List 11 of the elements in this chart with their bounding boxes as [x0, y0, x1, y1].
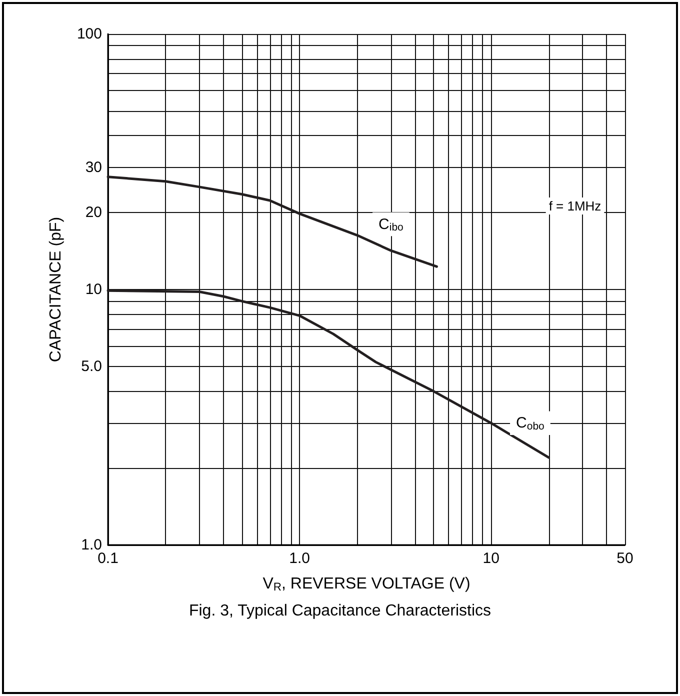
x-tick-label: 10	[482, 550, 500, 567]
y-tick-label: 20	[85, 204, 102, 222]
text: Fig. 3, Typical Capacitance Characteristics	[188, 602, 492, 620]
y-tick-label: 30	[85, 159, 102, 176]
x-tick-label: 1.0	[289, 550, 310, 567]
y-tick-label: 100	[76, 26, 102, 42]
y-tick-label: 5.0	[81, 358, 102, 375]
y-axis-title: CAPACITANCE (pF)	[48, 216, 64, 362]
y-tick-label: 10	[85, 281, 102, 298]
annotation: f = 1MHz	[548, 198, 602, 214]
x-tick-label: 50	[616, 550, 634, 567]
